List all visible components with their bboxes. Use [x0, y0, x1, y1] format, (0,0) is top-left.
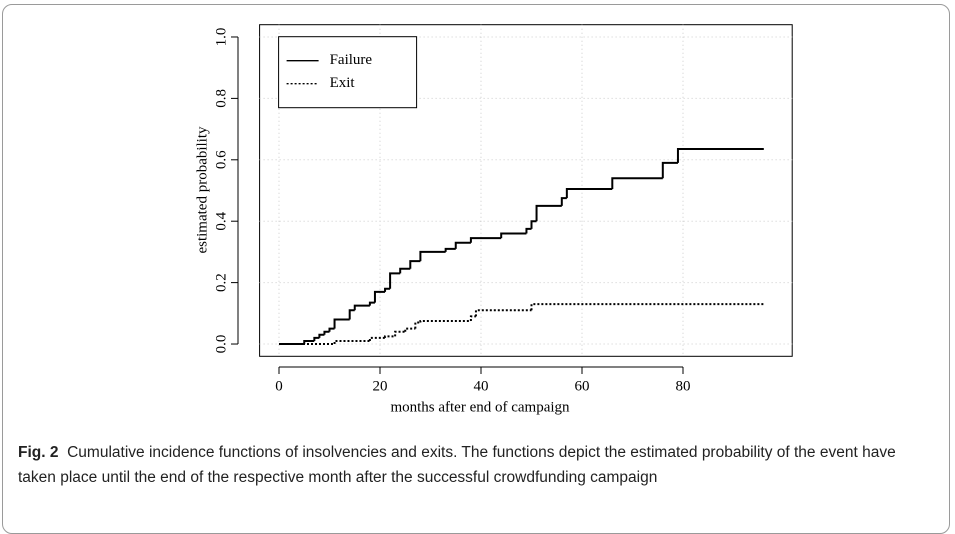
step-segment	[409, 260, 421, 269]
chart: months after end of campaign estimated p…	[194, 24, 793, 415]
y-tick-label: 0.8	[213, 89, 229, 108]
x-tick-label: 60	[575, 378, 590, 394]
step-segment	[394, 330, 406, 337]
step-segment	[444, 247, 456, 252]
step-segment	[611, 177, 663, 189]
step-segment	[368, 336, 386, 341]
step-segment	[399, 267, 411, 274]
step-segment	[404, 327, 416, 332]
step-segment	[389, 272, 401, 289]
caption-text: Cumulative incidence functions of insolv…	[18, 444, 896, 486]
y-tick-label: 0.0	[213, 335, 229, 354]
step-segment	[560, 197, 567, 206]
step-segment	[323, 330, 330, 335]
step-segment	[384, 335, 396, 338]
step-segment	[469, 237, 502, 243]
step-segment	[368, 301, 375, 306]
step-segment	[419, 250, 446, 262]
caption: Fig. 2 Cumulative incidence functions of…	[18, 440, 918, 490]
y-tick-label: 0.4	[213, 211, 229, 230]
x-tick-label: 40	[473, 378, 488, 394]
y-tick-label: 0.2	[213, 273, 229, 292]
legend-box	[278, 36, 418, 109]
step-segment	[414, 321, 421, 329]
step-segment	[469, 315, 476, 321]
step-segment	[474, 309, 532, 317]
legend-label: Exit	[330, 75, 356, 91]
step-segment	[676, 148, 764, 163]
step-segment	[318, 333, 325, 338]
step-segment	[313, 336, 320, 341]
x-tick-label: 20	[372, 378, 387, 394]
step-segment	[525, 227, 532, 234]
step-segment	[454, 241, 471, 249]
step-segment	[353, 304, 370, 311]
step-segment	[535, 204, 562, 222]
step-segment	[384, 287, 391, 292]
step-segment	[348, 309, 355, 320]
x-tick-label: 0	[275, 378, 283, 394]
x-tick-label: 80	[676, 378, 691, 394]
step-segment	[530, 303, 764, 311]
x-axis-label: months after end of campaign	[390, 399, 570, 415]
step-segment	[333, 318, 350, 329]
caption-label: Fig. 2	[18, 444, 59, 461]
step-segment	[419, 319, 471, 323]
step-segment	[661, 161, 678, 179]
y-tick-label: 0.6	[213, 150, 229, 169]
y-tick-label: 1.0	[213, 28, 229, 47]
plot-box	[259, 24, 793, 357]
step-segment	[328, 327, 335, 332]
step-segment	[303, 339, 315, 345]
step-segment	[333, 339, 370, 345]
step-segment	[373, 290, 386, 303]
step-segment	[530, 220, 537, 229]
legend-label: Failure	[330, 52, 373, 68]
step-segment	[500, 232, 527, 239]
step-segment	[565, 187, 613, 199]
y-axis-label: estimated probability	[194, 126, 210, 254]
